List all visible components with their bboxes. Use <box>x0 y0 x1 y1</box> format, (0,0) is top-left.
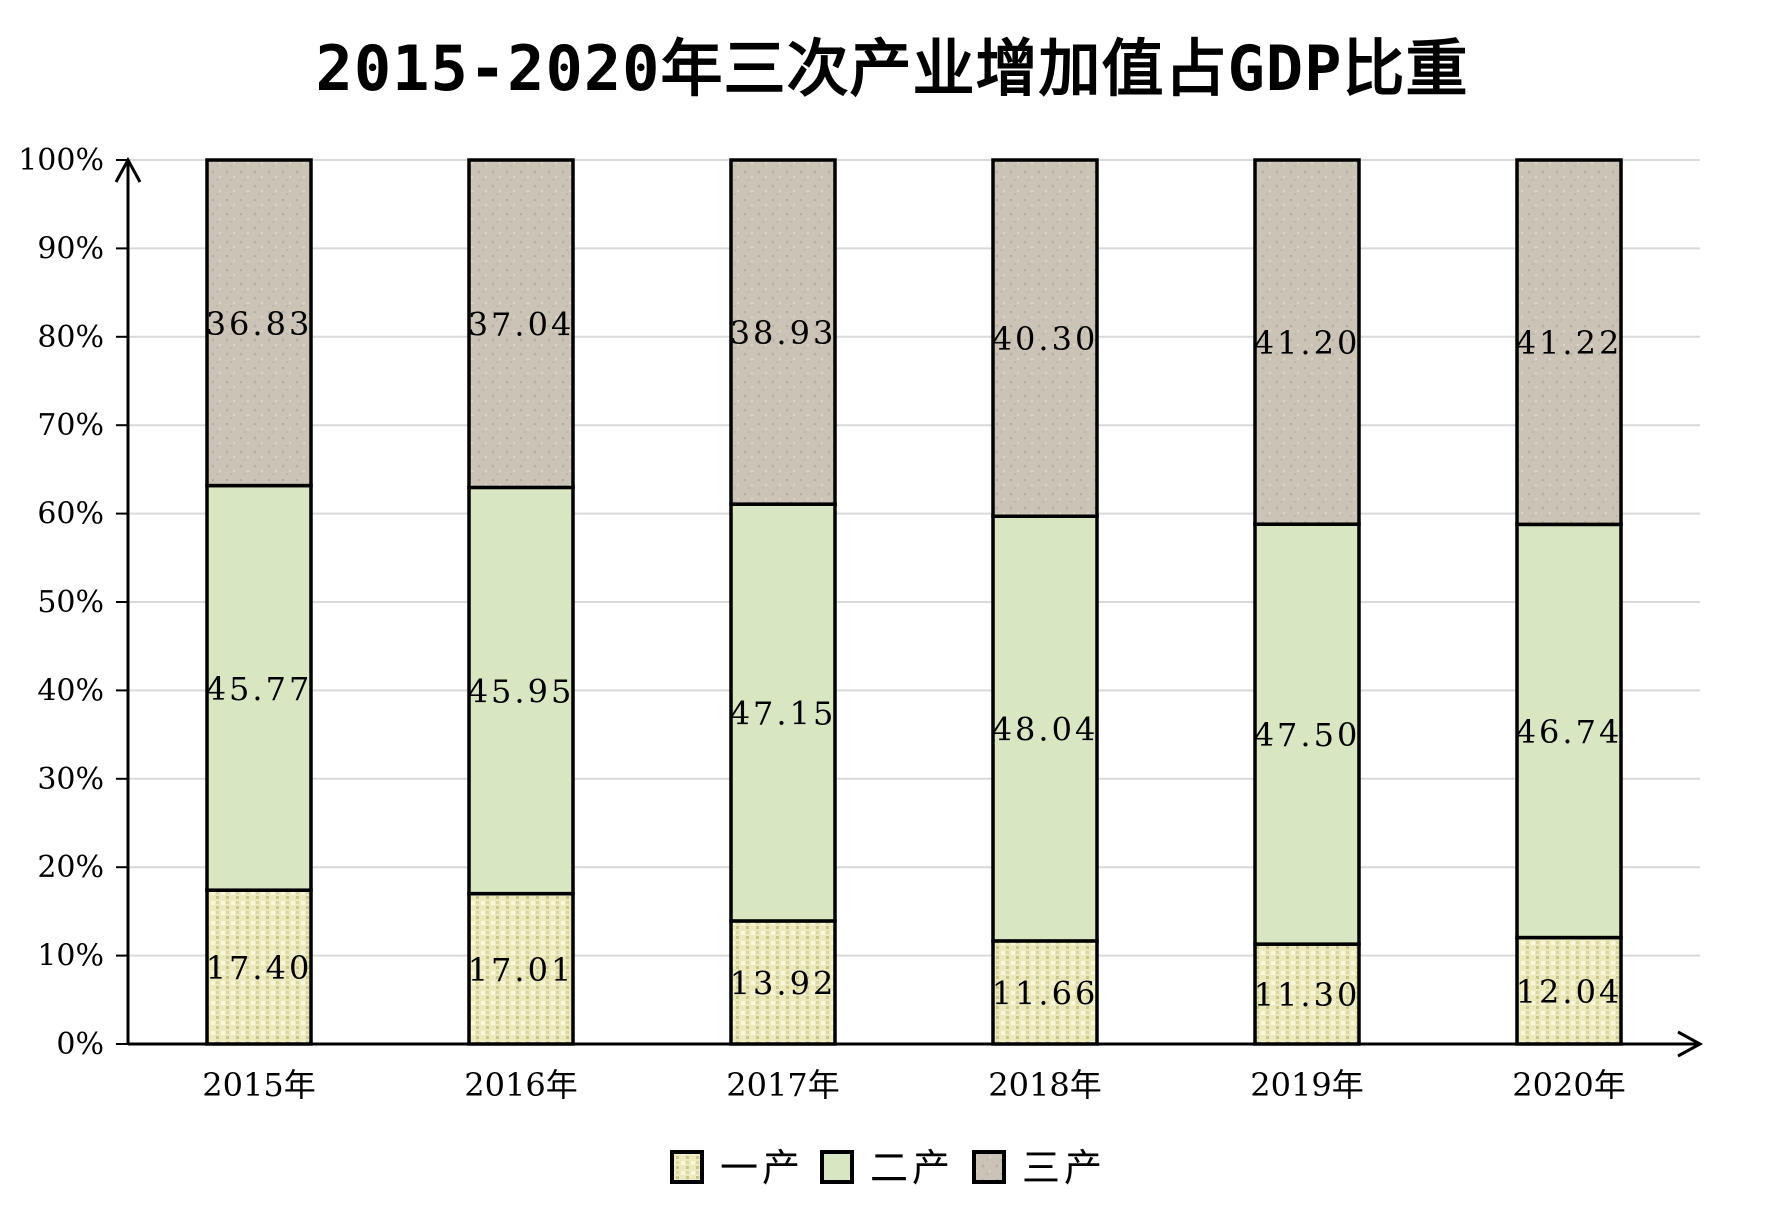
bar-segment <box>1253 522 1361 946</box>
bar-segment <box>205 888 313 1046</box>
bar-segment <box>729 502 837 923</box>
y-axis-arrow <box>114 156 142 183</box>
data-label: 11.66 <box>992 974 1099 1012</box>
legend-label: 三产 <box>1022 1146 1106 1190</box>
legend-swatch <box>670 1150 704 1184</box>
y-tick-label: 60% <box>37 497 104 532</box>
bar-segment <box>1515 158 1623 527</box>
legend-swatch <box>972 1150 1006 1184</box>
legend-swatch <box>820 1150 854 1184</box>
bar-segment <box>205 158 313 488</box>
x-tick-label: 2018年 <box>988 1066 1101 1104</box>
data-label: 45.77 <box>206 670 313 708</box>
data-label: 36.83 <box>206 305 313 343</box>
y-tick-label: 0% <box>56 1027 104 1062</box>
data-label: 13.92 <box>730 964 837 1002</box>
chart-title: 2015-2020年三次产业增加值占GDP比重 <box>315 32 1469 105</box>
x-tick-label: 2017年 <box>726 1066 839 1104</box>
data-label: 11.30 <box>1254 976 1361 1014</box>
data-label: 41.20 <box>1254 324 1361 362</box>
data-label: 12.04 <box>1516 973 1623 1011</box>
data-label: 45.95 <box>468 673 575 711</box>
data-label: 17.01 <box>468 951 575 989</box>
y-tick-label: 50% <box>37 585 104 620</box>
y-tick-label: 20% <box>37 850 104 885</box>
data-label: 38.93 <box>730 314 837 352</box>
y-tick-label: 80% <box>37 320 104 355</box>
y-tick-label: 100% <box>18 143 104 178</box>
data-label: 17.40 <box>206 949 313 987</box>
y-tick-label: 30% <box>37 762 104 797</box>
data-label: 37.04 <box>468 306 575 344</box>
x-tick-label: 2015年 <box>202 1066 315 1104</box>
bar-segment <box>729 919 837 1046</box>
y-tick-label: 10% <box>37 939 104 974</box>
data-label: 46.74 <box>1516 713 1623 751</box>
bar-segment <box>205 483 313 892</box>
legend-label: 二产 <box>870 1146 954 1190</box>
x-axis-arrow <box>1677 1030 1704 1058</box>
bar-segment <box>729 158 837 506</box>
x-tick-label: 2020年 <box>1512 1066 1625 1104</box>
bar-segment <box>1515 935 1623 1046</box>
data-label: 47.50 <box>1254 716 1361 754</box>
legend-label: 一产 <box>720 1146 804 1190</box>
x-tick-label: 2019年 <box>1250 1066 1363 1104</box>
y-tick-label: 40% <box>37 673 104 708</box>
bar-segment <box>467 158 575 490</box>
data-label: 48.04 <box>992 711 1099 749</box>
data-label: 41.22 <box>1516 324 1623 362</box>
y-tick-label: 90% <box>37 231 104 266</box>
data-label: 47.15 <box>730 695 837 733</box>
bar-segment <box>1515 522 1623 940</box>
y-tick-label: 70% <box>37 408 104 443</box>
bar-segment <box>1253 942 1361 1046</box>
data-label: 40.30 <box>992 320 1099 358</box>
x-tick-label: 2016年 <box>464 1066 577 1104</box>
bar-segment <box>467 485 575 896</box>
bar-segment <box>991 158 1099 519</box>
bar-segment <box>1253 158 1361 526</box>
